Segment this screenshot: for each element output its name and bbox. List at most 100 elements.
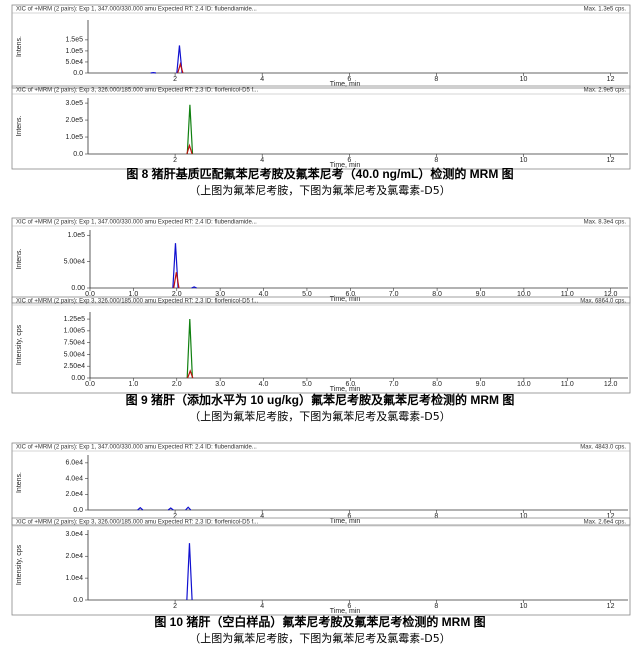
panel-max: Max. 2.6e4 cps. [584, 520, 627, 526]
y-tick-label: 0.0 [73, 507, 83, 514]
x-tick-label: 8.0 [432, 291, 442, 298]
y-tick-label: 0.0 [73, 597, 83, 604]
peak [173, 272, 180, 289]
x-tick-label: 3.0 [215, 291, 225, 298]
y-axis-label: Intensity, cps [16, 544, 23, 585]
x-tick-label: 1.0 [129, 291, 139, 298]
x-tick-label: 2 [173, 513, 177, 520]
y-tick-label: 1.0e5 [65, 134, 83, 141]
y-tick-label: 5.00e4 [64, 258, 86, 265]
x-axis-label: Time, min [330, 81, 361, 88]
x-tick-label: 9.0 [476, 291, 486, 298]
x-tick-label: 7.0 [389, 381, 399, 388]
panel-max: Max. 8.3e4 cps. [584, 220, 627, 226]
panel-header: XIC of +MRM (2 pairs): Exp 3, 326.000/18… [16, 299, 259, 305]
y-tick-label: 1.0e5 [67, 232, 85, 239]
y-axis-label: Intens. [16, 36, 23, 57]
y-tick-label: 2.0e4 [65, 553, 83, 560]
x-tick-label: 12.0 [604, 381, 618, 388]
x-tick-label: 1.0 [129, 381, 139, 388]
panel-frame [11, 296, 631, 394]
y-tick-label: 1.5e5 [65, 37, 83, 44]
x-tick-label: 0.0 [85, 291, 95, 298]
panel-max: Max. 6864.0 cps. [580, 299, 626, 305]
x-tick-label: 12 [607, 603, 615, 610]
y-tick-label: 0.0 [73, 70, 83, 77]
figure-caption: 图 9 猪肝（添加水平为 10 ug/kg）氟苯尼考胺及氟苯尼考检测的 MRM … [126, 392, 515, 407]
panel-header: XIC of +MRM (2 pairs): Exp 3, 326.000/18… [16, 520, 259, 526]
x-tick-label: 5.0 [302, 381, 312, 388]
x-tick-label: 8 [434, 513, 438, 520]
x-tick-label: 8 [434, 603, 438, 610]
x-tick-label: 2 [173, 157, 177, 164]
panel-header: XIC of +MRM (2 pairs): Exp 1, 347.000/33… [16, 7, 257, 13]
x-tick-label: 10 [520, 157, 528, 164]
y-tick-label: 6.0e4 [65, 460, 83, 467]
x-tick-label: 10.0 [517, 291, 531, 298]
panel-frame [11, 217, 631, 304]
x-tick-label: 11.0 [561, 381, 574, 388]
x-tick-label: 5.0 [302, 291, 312, 298]
x-tick-label: 2.0 [172, 381, 182, 388]
x-tick-label: 6.0 [345, 291, 355, 298]
x-tick-label: 7.0 [389, 291, 399, 298]
y-axis-label: Intens. [16, 472, 23, 493]
x-tick-label: 4 [260, 76, 264, 83]
peak [186, 319, 193, 379]
y-tick-label: 2.50e4 [64, 363, 86, 370]
x-axis-label: Time, min [330, 162, 361, 169]
peak [176, 45, 183, 74]
y-tick-label: 2.0e5 [65, 117, 83, 124]
peak [172, 243, 179, 289]
x-tick-label: 10.0 [517, 381, 531, 388]
y-axis-label: Intensity, cps [16, 324, 23, 365]
x-axis-label: Time, min [330, 608, 361, 615]
panel-frame [11, 4, 631, 89]
y-tick-label: 2.0e4 [65, 491, 83, 498]
x-tick-label: 6.0 [345, 381, 355, 388]
x-tick-label: 6 [347, 157, 351, 164]
figure-subcaption: （上图为氟苯尼考胺，下图为氟苯尼考及氯霉素-D5） [189, 409, 450, 423]
peak [187, 369, 194, 379]
x-tick-label: 12 [607, 157, 615, 164]
y-tick-label: 1.0e4 [65, 575, 83, 582]
x-tick-label: 4.0 [259, 381, 269, 388]
y-tick-label: 4.0e4 [65, 475, 83, 482]
y-tick-label: 5.0e4 [65, 59, 83, 66]
panel-frame [11, 517, 631, 616]
x-tick-label: 8 [434, 76, 438, 83]
x-tick-label: 9.0 [476, 381, 486, 388]
x-tick-label: 12.0 [604, 291, 618, 298]
x-tick-label: 8 [434, 157, 438, 164]
y-tick-label: 0.0 [73, 151, 83, 158]
peak [137, 506, 144, 511]
peak [191, 286, 197, 289]
panel-max: Max. 1.3e5 cps. [584, 7, 627, 13]
panel-header: XIC of +MRM (2 pairs): Exp 1, 347.000/33… [16, 445, 257, 451]
x-tick-label: 12 [607, 76, 615, 83]
y-tick-label: 5.00e4 [64, 351, 86, 358]
panel-max: Max. 4843.0 cps. [580, 445, 626, 451]
y-tick-label: 0.00 [71, 375, 85, 382]
x-tick-label: 3.0 [215, 381, 225, 388]
peak [186, 143, 193, 155]
y-tick-label: 7.50e4 [64, 339, 86, 346]
x-tick-label: 2.0 [172, 291, 182, 298]
panel-max: Max. 2.9e5 cps. [584, 88, 627, 94]
x-axis-label: Time, min [330, 518, 361, 525]
peak [167, 507, 174, 511]
x-tick-label: 10 [520, 76, 528, 83]
x-tick-label: 12 [607, 513, 615, 520]
panel-frame [11, 85, 631, 170]
x-tick-label: 6 [347, 513, 351, 520]
figure-subcaption: （上图为氟苯尼考胺，下图为氟苯尼考及氯霉素-D5） [189, 183, 450, 197]
peak [186, 543, 193, 601]
figure-subcaption: （上图为氟苯尼考胺，下图为氟苯尼考及氯霉素-D5） [189, 631, 450, 645]
y-axis-label: Intens. [16, 248, 23, 269]
x-tick-label: 6 [347, 603, 351, 610]
x-tick-label: 6 [347, 76, 351, 83]
y-tick-label: 1.00e5 [64, 328, 86, 335]
x-tick-label: 8.0 [432, 381, 442, 388]
y-tick-label: 3.0e5 [65, 100, 83, 107]
